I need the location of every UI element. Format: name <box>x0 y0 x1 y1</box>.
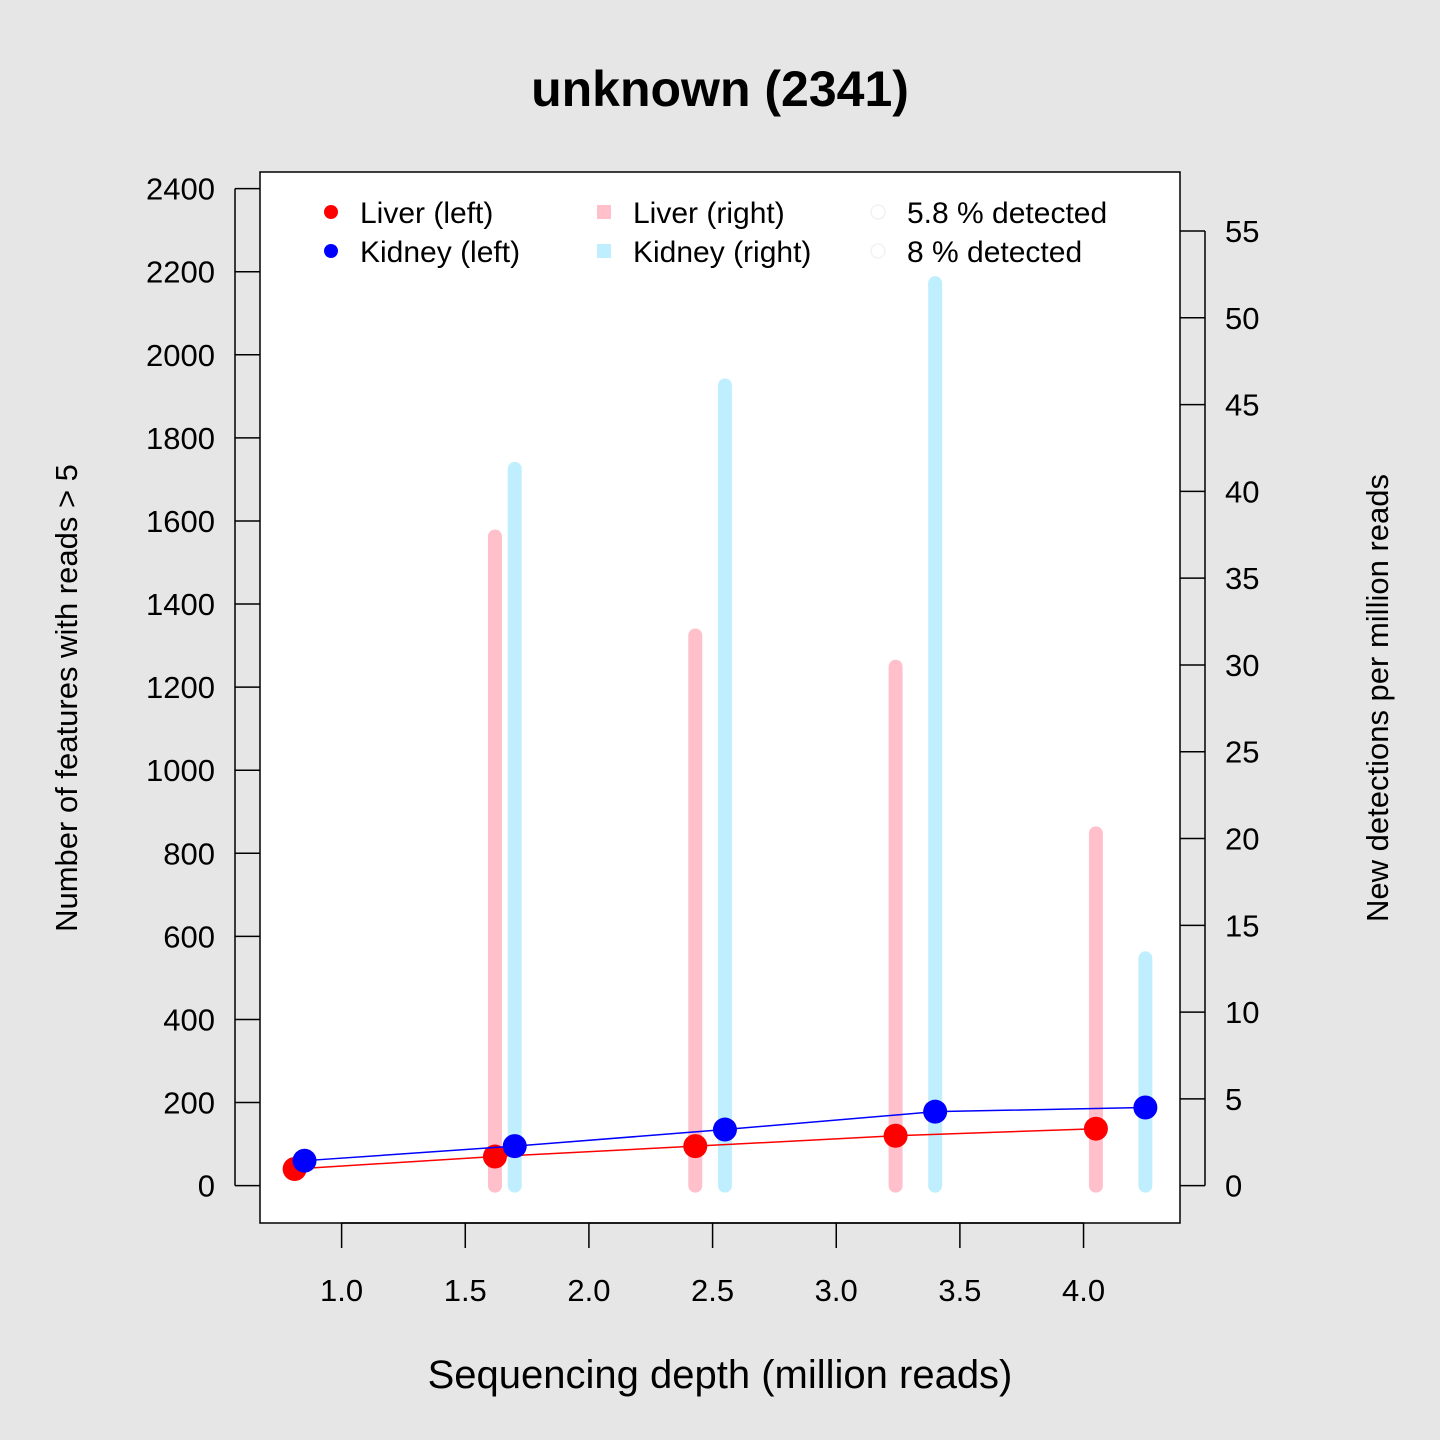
x-tick-label: 3.5 <box>938 1273 981 1308</box>
point-liver-left-3 <box>883 1123 908 1148</box>
point-liver-left-1 <box>482 1144 507 1169</box>
x-tick-label: 3.0 <box>815 1273 858 1308</box>
legend-symbol-liver-right <box>597 205 611 219</box>
y-axis-right-label: New detections per million reads <box>1360 474 1395 922</box>
y-right-tick-label: 25 <box>1225 735 1259 770</box>
x-tick-label: 2.0 <box>567 1273 610 1308</box>
legend-label-8-detected: 8 % detected <box>907 236 1082 269</box>
y-left-tick-label: 2200 <box>146 255 215 290</box>
y-right-tick-label: 15 <box>1225 908 1259 943</box>
legend-label-liver-left: Liver (left) <box>360 197 493 230</box>
point-kidney-left-4 <box>1133 1095 1158 1120</box>
y-left-tick-label: 1000 <box>146 753 215 788</box>
y-right-tick-label: 40 <box>1225 474 1259 509</box>
point-liver-left-2 <box>683 1134 708 1159</box>
point-kidney-left-3 <box>923 1099 948 1124</box>
y-right-tick-label: 35 <box>1225 561 1259 596</box>
legend-label-5-8-detected: 5.8 % detected <box>907 197 1107 230</box>
y-left-tick-label: 2400 <box>146 172 215 207</box>
point-kidney-left-2 <box>712 1117 737 1142</box>
y-right-tick-label: 20 <box>1225 822 1259 857</box>
x-tick-label: 1.5 <box>444 1273 487 1308</box>
point-kidney-left-0 <box>292 1148 317 1173</box>
legend-symbol-8-detected <box>870 243 886 259</box>
legend-label-kidney-right: Kidney (right) <box>633 236 811 269</box>
x-tick-label: 2.5 <box>691 1273 734 1308</box>
legend-symbol-liver-left <box>324 205 338 219</box>
x-tick-label: 4.0 <box>1062 1273 1105 1308</box>
y-right-tick-label: 50 <box>1225 301 1259 336</box>
point-kidney-left-1 <box>502 1134 527 1159</box>
chart-title: unknown (2341) <box>531 61 909 117</box>
legend-symbol-5-8-detected <box>870 204 886 220</box>
y-right-tick-label: 0 <box>1225 1169 1242 1204</box>
y-left-tick-label: 2000 <box>146 338 215 373</box>
y-right-tick-label: 30 <box>1225 648 1259 683</box>
y-right-tick-label: 45 <box>1225 388 1259 423</box>
legend-symbol-kidney-left <box>324 244 338 258</box>
legend-label-liver-right: Liver (right) <box>633 197 785 230</box>
point-liver-left-4 <box>1083 1116 1108 1141</box>
y-left-tick-label: 1200 <box>146 670 215 705</box>
y-left-tick-label: 1400 <box>146 587 215 622</box>
x-axis-label: Sequencing depth (million reads) <box>428 1353 1013 1397</box>
y-left-tick-label: 400 <box>163 1002 215 1037</box>
y-right-tick-label: 10 <box>1225 995 1259 1030</box>
y-left-tick-label: 800 <box>163 836 215 871</box>
y-left-tick-label: 200 <box>163 1086 215 1121</box>
y-right-tick-label: 55 <box>1225 214 1259 249</box>
legend-label-kidney-left: Kidney (left) <box>360 236 520 269</box>
y-left-tick-label: 600 <box>163 919 215 954</box>
y-axis-left-label: Number of features with reads > 5 <box>49 464 84 932</box>
y-left-tick-label: 1600 <box>146 504 215 539</box>
legend-symbol-kidney-right <box>597 244 611 258</box>
y-right-tick-label: 5 <box>1225 1082 1242 1117</box>
x-tick-label: 1.0 <box>320 1273 363 1308</box>
y-left-tick-label: 0 <box>198 1169 215 1204</box>
legend: Liver (left) Kidney (left) Liver (right) Ki… <box>324 197 1107 269</box>
y-left-tick-label: 1800 <box>146 421 215 456</box>
